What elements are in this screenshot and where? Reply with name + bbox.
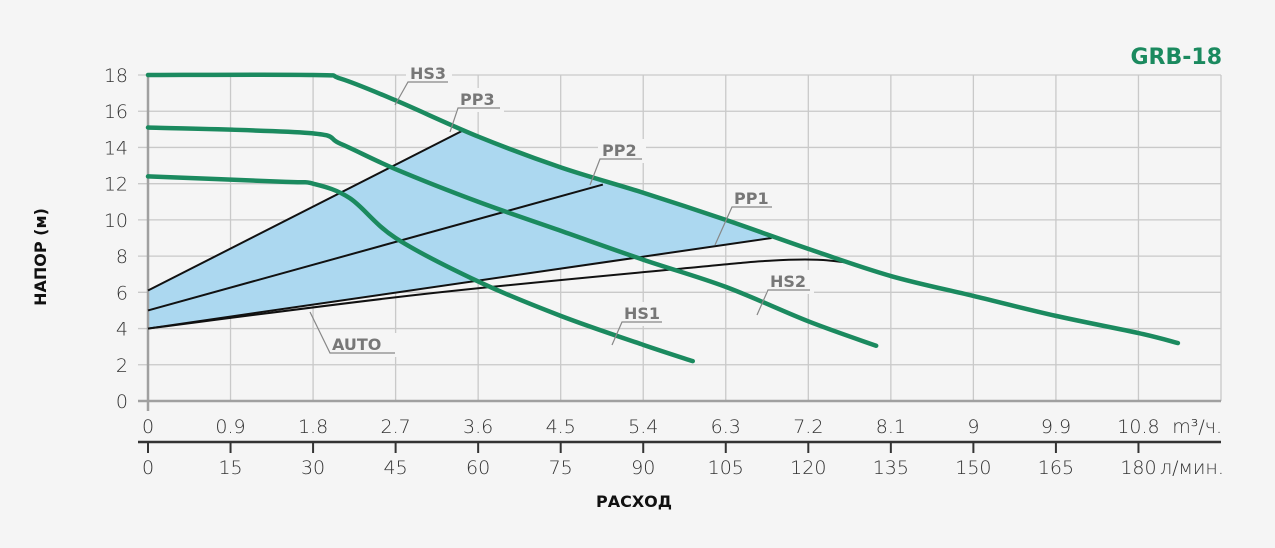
x-tick-label-m3h: 1.8	[298, 416, 328, 438]
label-pp2: PP2	[602, 141, 637, 160]
x-tick-label-lmin: 75	[549, 457, 573, 479]
y-tick-label: 14	[104, 137, 128, 159]
curve-hs3	[145, 72, 1181, 346]
x-axis-title: РАСХОД	[596, 492, 672, 511]
curve-pp1	[147, 237, 772, 330]
axes: 024681012141618000.9151.8302.7453.6604.5…	[104, 65, 1224, 479]
y-tick-label: 18	[104, 65, 128, 87]
y-tick-label: 4	[116, 319, 128, 341]
chart-title: GRB-18	[1130, 45, 1222, 70]
x-tick-label-m3h: 10.8	[1117, 416, 1159, 438]
x-tick-label-m3h: 7.2	[793, 416, 823, 438]
x-tick-label-lmin: 30	[301, 457, 325, 479]
curve-pp2	[147, 183, 604, 312]
x-tick-label-m3h: 2.7	[381, 416, 411, 438]
leader-line	[589, 158, 642, 186]
label-hs2: HS2	[770, 272, 806, 291]
curve-pp3	[147, 130, 463, 292]
x-unit-lmin: л/мин.	[1160, 457, 1224, 479]
label-pp3: PP3	[460, 90, 495, 109]
leader-line	[611, 321, 662, 346]
x-tick-label-m3h: 5.4	[628, 416, 658, 438]
leader-line	[756, 289, 810, 316]
y-tick-label: 2	[116, 355, 128, 377]
y-tick-label: 12	[104, 174, 128, 196]
x-tick-label-lmin: 180	[1120, 457, 1156, 479]
y-tick-label: 0	[116, 391, 128, 413]
x-tick-label-lmin: 90	[631, 457, 655, 479]
y-tick-label: 8	[116, 246, 128, 268]
x-tick-label-m3h: 3.6	[463, 416, 493, 438]
x-tick-label-lmin: 105	[708, 457, 744, 479]
leader-line	[394, 81, 448, 106]
leader-line	[449, 107, 500, 133]
x-tick-label-lmin: 120	[790, 457, 826, 479]
grid	[138, 74, 1222, 403]
x-tick-label-lmin: 150	[955, 457, 991, 479]
x-tick-label-m3h: 4.5	[546, 416, 576, 438]
leader-line	[714, 206, 772, 246]
series-labels: HS3 PP3 PP2 PP1 HS2 HS1 AUTO	[309, 64, 810, 354]
curve-hs1	[145, 174, 696, 364]
x-tick-label-lmin: 165	[1038, 457, 1074, 479]
x-tick-label-m3h: 9.9	[1041, 416, 1071, 438]
x-tick-label-m3h: 9	[967, 416, 979, 438]
label-hs3: HS3	[410, 64, 446, 83]
x-tick-label-lmin: 45	[384, 457, 408, 479]
x-tick-label-lmin: 60	[466, 457, 490, 479]
x-unit-m3h: m³/ч.	[1172, 416, 1222, 438]
y-tick-label: 10	[104, 210, 128, 232]
y-axis-title: НАПОР (м)	[31, 208, 50, 306]
y-tick-label: 6	[116, 282, 128, 304]
label-hs1: HS1	[624, 304, 660, 323]
label-pp1: PP1	[734, 189, 769, 208]
leader-line	[309, 311, 395, 354]
x-tick-label-m3h: 6.3	[711, 416, 741, 438]
x-tick-label-lmin: 135	[873, 457, 909, 479]
label-auto: AUTO	[332, 335, 381, 354]
y-tick-label: 16	[104, 101, 128, 123]
x-tick-label-lmin: 15	[218, 457, 242, 479]
x-tick-label-m3h: 8.1	[876, 416, 906, 438]
x-tick-label-m3h: 0	[142, 416, 154, 438]
x-tick-label-m3h: 0.9	[215, 416, 245, 438]
x-tick-label-lmin: 0	[142, 457, 154, 479]
control-region-fill	[148, 131, 772, 329]
